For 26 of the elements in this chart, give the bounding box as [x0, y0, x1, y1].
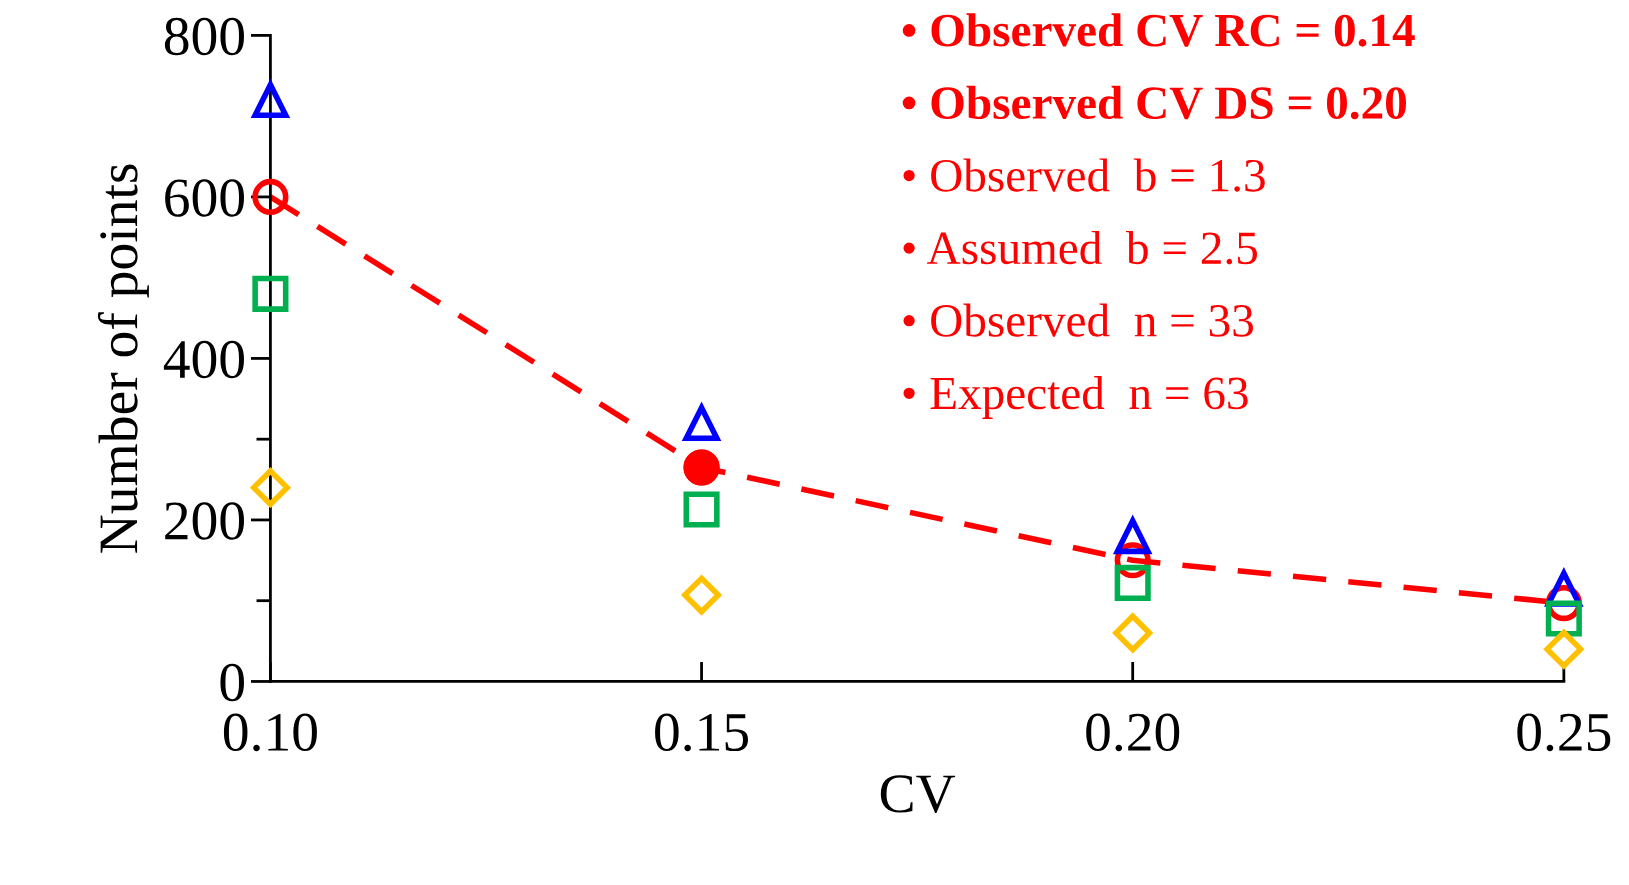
y-tick-label: 800: [164, 17, 244, 56]
annotation: • Observed CV RC = 0.14: [902, 13, 1415, 47]
point: [1113, 613, 1153, 653]
point: [250, 468, 290, 508]
y-tick-label: 600: [165, 179, 244, 217]
point: [1114, 564, 1151, 601]
y-tick-label: 0: [220, 663, 244, 702]
annotation: • Assumed b = 2.5: [903, 230, 1257, 265]
x-tick-label: 0.20: [1086, 713, 1180, 752]
x-tick-label: 0.15: [655, 713, 748, 752]
point: [252, 178, 289, 215]
x-axis-title: CV: [880, 775, 956, 813]
point: [252, 275, 289, 312]
annotation: • Observed b = 1.3: [903, 158, 1265, 192]
y-axis-title: Number of points: [97, 164, 149, 553]
x-tick-label: 0.10: [223, 713, 317, 752]
annotation: • Expected n = 63: [903, 376, 1248, 419]
point: [682, 575, 722, 615]
point: [683, 491, 720, 528]
point: [1545, 600, 1582, 637]
point: [1544, 629, 1584, 669]
annotation: • Observed n = 33: [903, 303, 1253, 337]
annotation: • Observed CV DS = 0.20: [902, 85, 1407, 120]
x-tick-label: 0.25: [1517, 713, 1611, 752]
y-tick-label: 400: [163, 340, 244, 379]
y-tick-label: 200: [165, 502, 244, 540]
